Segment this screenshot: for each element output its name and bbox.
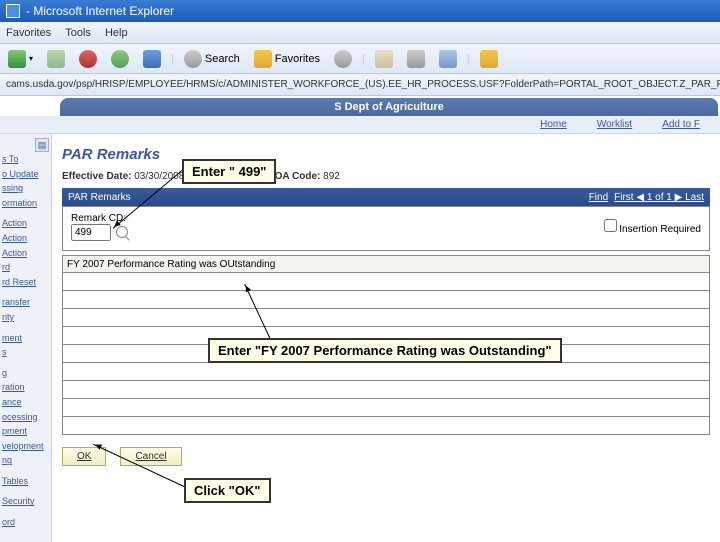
- callout-click-ok: Click "OK": [184, 478, 271, 503]
- nav-worklist[interactable]: Worklist: [597, 119, 632, 130]
- sidebar-item[interactable]: ocessing: [2, 410, 49, 425]
- button-row: OK Cancel: [62, 447, 710, 466]
- remark-line-10[interactable]: [67, 420, 705, 431]
- menu-favorites[interactable]: Favorites: [6, 27, 51, 39]
- section-title: PAR Remarks: [62, 146, 710, 163]
- window-title: - Microsoft Internet Explorer: [26, 4, 174, 18]
- lookup-icon[interactable]: [116, 226, 128, 238]
- sidebar-item[interactable]: rd Reset: [2, 275, 49, 290]
- sidebar-item[interactable]: ration: [2, 380, 49, 395]
- history-icon: [334, 50, 352, 68]
- sidebar-item[interactable]: ord: [2, 515, 49, 530]
- cancel-button[interactable]: Cancel: [120, 447, 181, 466]
- search-label: Search: [205, 53, 240, 65]
- insertion-required-label: Insertion Required: [619, 224, 701, 235]
- history-button[interactable]: [330, 48, 356, 70]
- mail-icon: [375, 50, 393, 68]
- noa-value: 892: [323, 171, 340, 182]
- ie-icon: [6, 4, 20, 18]
- grid-title: PAR Remarks: [68, 192, 131, 203]
- browser-toolbar: ▾ | Search Favorites | |: [0, 44, 720, 74]
- back-button[interactable]: ▾: [4, 48, 37, 70]
- menu-tools[interactable]: Tools: [65, 27, 91, 39]
- window-titlebar: - Microsoft Internet Explorer: [0, 0, 720, 22]
- sidebar-item[interactable]: s: [2, 345, 49, 360]
- sidebar-item[interactable]: o Update: [2, 167, 49, 182]
- favorites-icon: [254, 50, 272, 68]
- page-nav: Home Worklist Add to F: [0, 116, 720, 134]
- sidebar-item[interactable]: rd: [2, 260, 49, 275]
- edit-icon: [439, 50, 457, 68]
- sidebar-item[interactable]: ssing: [2, 181, 49, 196]
- field-row: Effective Date: 03/30/2008 Effseq: 11 NO…: [62, 171, 710, 182]
- nav-home[interactable]: Home: [540, 119, 567, 130]
- favorites-button[interactable]: Favorites: [250, 48, 324, 70]
- sidebar-item[interactable]: ment: [2, 331, 49, 346]
- remark-box: Remark CD: Insertion Required: [62, 206, 710, 251]
- remark-code-input[interactable]: [71, 224, 111, 241]
- home-button[interactable]: [139, 48, 165, 70]
- address-bar[interactable]: cams.usda.gov/psp/HRISP/EMPLOYEE/HRMS/c/…: [0, 74, 720, 96]
- effdate-label: Effective Date:: [62, 171, 131, 182]
- sidebar-item[interactable]: Action: [2, 246, 49, 261]
- sidebar-item[interactable]: g: [2, 366, 49, 381]
- mail-button[interactable]: [371, 48, 397, 70]
- menu-help[interactable]: Help: [105, 27, 128, 39]
- sidebar: ▤ s Too Updatessingormation ActionAction…: [0, 134, 52, 542]
- menu-bar: Favorites Tools Help: [0, 22, 720, 44]
- forward-icon: [47, 50, 65, 68]
- insertion-required-checkbox[interactable]: [604, 219, 617, 232]
- remark-line-9[interactable]: [67, 402, 705, 413]
- folder-icon: [480, 50, 498, 68]
- refresh-button[interactable]: [107, 48, 133, 70]
- stop-icon: [79, 50, 97, 68]
- remark-line-8[interactable]: [67, 384, 705, 395]
- search-icon: [184, 50, 202, 68]
- sidebar-collapse-icon[interactable]: ▤: [35, 138, 49, 152]
- home-icon: [143, 50, 161, 68]
- sidebar-item[interactable]: pment: [2, 424, 49, 439]
- sidebar-item[interactable]: Action: [2, 216, 49, 231]
- forward-button[interactable]: [43, 48, 69, 70]
- folder-button[interactable]: [476, 48, 502, 70]
- sidebar-item[interactable]: Action: [2, 231, 49, 246]
- refresh-icon: [111, 50, 129, 68]
- remark-line-7[interactable]: [67, 366, 705, 377]
- callout-enter-499: Enter " 499": [182, 159, 276, 184]
- back-icon: [8, 50, 26, 68]
- callout-enter-text: Enter "FY 2007 Performance Rating was Ou…: [208, 338, 562, 363]
- sidebar-item[interactable]: ransfer: [2, 295, 49, 310]
- grid-nav[interactable]: First ◀ 1 of 1 ▶ Last: [614, 192, 704, 203]
- sidebar-item[interactable]: Tables: [2, 474, 49, 489]
- edit-button[interactable]: [435, 48, 461, 70]
- remark-line-1[interactable]: [67, 259, 705, 270]
- address-url: cams.usda.gov/psp/HRISP/EMPLOYEE/HRMS/c/…: [6, 79, 720, 90]
- sidebar-item[interactable]: rity: [2, 310, 49, 325]
- nav-addto[interactable]: Add to F: [662, 119, 700, 130]
- remark-line-3[interactable]: [67, 294, 705, 305]
- page-header: S Dept of Agriculture: [60, 98, 718, 116]
- favorites-label: Favorites: [275, 53, 320, 65]
- grid-header: PAR Remarks Find First ◀ 1 of 1 ▶ Last: [62, 188, 710, 206]
- search-button[interactable]: Search: [180, 48, 244, 70]
- print-icon: [407, 50, 425, 68]
- grid-find[interactable]: Find: [589, 192, 608, 203]
- sidebar-item[interactable]: velopment: [2, 439, 49, 454]
- sidebar-item[interactable]: s To: [2, 152, 49, 167]
- print-button[interactable]: [403, 48, 429, 70]
- stop-button[interactable]: [75, 48, 101, 70]
- remark-line-4[interactable]: [67, 312, 705, 323]
- sidebar-item[interactable]: ng: [2, 453, 49, 468]
- sidebar-item[interactable]: ance: [2, 395, 49, 410]
- remark-line-2[interactable]: [67, 276, 705, 287]
- sidebar-item[interactable]: ormation: [2, 196, 49, 211]
- ok-button[interactable]: OK: [62, 447, 106, 466]
- sidebar-item[interactable]: Security: [2, 494, 49, 509]
